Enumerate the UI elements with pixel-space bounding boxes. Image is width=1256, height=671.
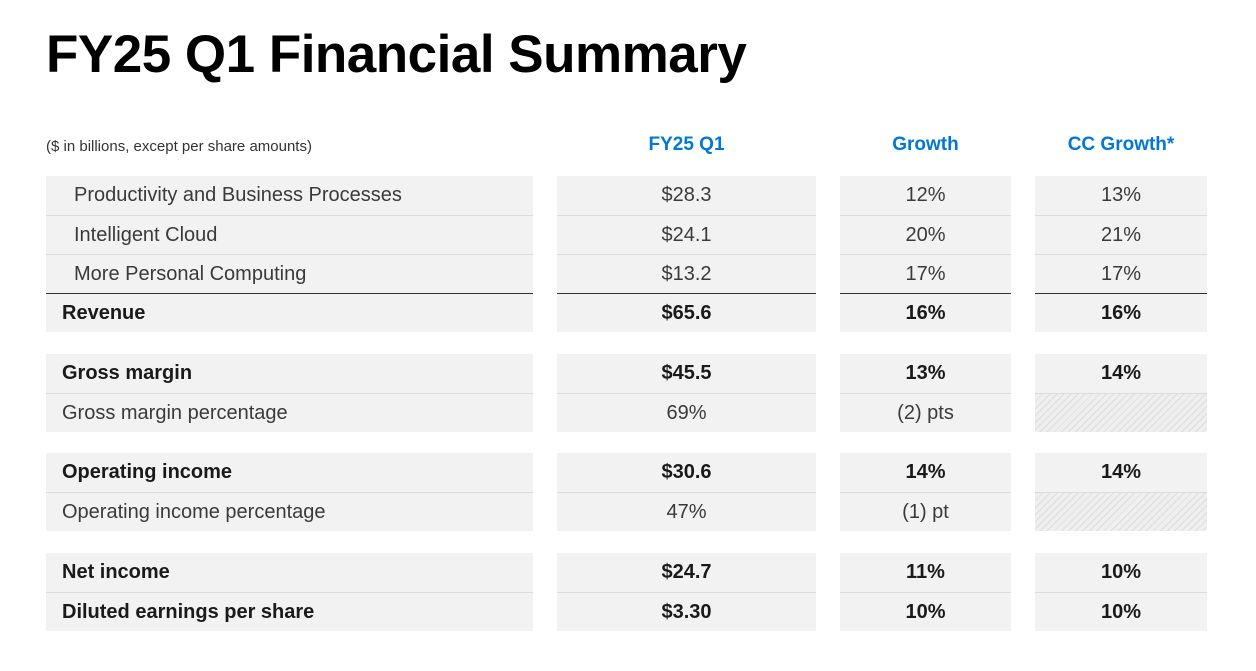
- row-cc-growth: 14%: [1035, 354, 1207, 393]
- row-growth: 16%: [840, 293, 1011, 332]
- row-value: 69%: [557, 393, 816, 432]
- table-row-operating-income: Operating income $30.6 14% 14%: [0, 453, 1256, 492]
- table-header: ($ in billions, except per share amounts…: [0, 134, 1256, 162]
- row-value: 47%: [557, 492, 816, 531]
- row-growth: 17%: [840, 254, 1011, 293]
- page-title: FY25 Q1 Financial Summary: [46, 25, 747, 84]
- column-header-fy25-q1: FY25 Q1: [648, 134, 725, 155]
- row-growth: (2) pts: [840, 393, 1011, 432]
- revenue-block: Productivity and Business Processes $28.…: [0, 176, 1256, 332]
- row-growth: (1) pt: [840, 492, 1011, 531]
- row-cc-growth: 21%: [1035, 215, 1207, 254]
- row-value: $30.6: [557, 453, 816, 492]
- row-cc-growth: 16%: [1035, 293, 1207, 332]
- not-applicable-cell: [1035, 393, 1207, 432]
- table-row-revenue: Revenue $65.6 16% 16%: [0, 293, 1256, 332]
- table-row-gross-margin: Gross margin $45.5 13% 14%: [0, 354, 1256, 393]
- row-label: Operating income: [46, 453, 533, 492]
- row-label: Productivity and Business Processes: [46, 176, 533, 215]
- row-growth: 14%: [840, 453, 1011, 492]
- row-value: $45.5: [557, 354, 816, 393]
- row-label: Gross margin: [46, 354, 533, 393]
- table-row-intelligent-cloud: Intelligent Cloud $24.1 20% 21%: [0, 215, 1256, 254]
- row-cc-growth: 10%: [1035, 592, 1207, 631]
- column-header-growth: Growth: [892, 134, 959, 155]
- row-growth: 12%: [840, 176, 1011, 215]
- row-label: More Personal Computing: [46, 254, 533, 293]
- table-row-diluted-eps: Diluted earnings per share $3.30 10% 10%: [0, 592, 1256, 631]
- units-note: ($ in billions, except per share amounts…: [46, 138, 312, 155]
- table-row-net-income: Net income $24.7 11% 10%: [0, 553, 1256, 592]
- row-cc-growth: 10%: [1035, 553, 1207, 592]
- net-income-block: Net income $24.7 11% 10% Diluted earning…: [0, 553, 1256, 631]
- operating-income-block: Operating income $30.6 14% 14% Operating…: [0, 453, 1256, 531]
- row-value: $3.30: [557, 592, 816, 631]
- gross-margin-block: Gross margin $45.5 13% 14% Gross margin …: [0, 354, 1256, 432]
- row-label: Gross margin percentage: [46, 393, 533, 432]
- row-label: Net income: [46, 553, 533, 592]
- row-growth: 13%: [840, 354, 1011, 393]
- table-row-productivity: Productivity and Business Processes $28.…: [0, 176, 1256, 215]
- row-cc-growth: 17%: [1035, 254, 1207, 293]
- not-applicable-cell: [1035, 492, 1207, 531]
- table-row-operating-income-percentage: Operating income percentage 47% (1) pt: [0, 492, 1256, 531]
- row-label: Intelligent Cloud: [46, 215, 533, 254]
- row-label: Diluted earnings per share: [46, 592, 533, 631]
- row-value: $13.2: [557, 254, 816, 293]
- row-label: Revenue: [46, 293, 533, 332]
- row-value: $28.3: [557, 176, 816, 215]
- row-cc-growth: 14%: [1035, 453, 1207, 492]
- row-label: Operating income percentage: [46, 492, 533, 531]
- row-growth: 11%: [840, 553, 1011, 592]
- table-row-more-personal-computing: More Personal Computing $13.2 17% 17%: [0, 254, 1256, 293]
- row-value: $65.6: [557, 293, 816, 332]
- row-value: $24.1: [557, 215, 816, 254]
- column-header-cc-growth: CC Growth*: [1067, 134, 1175, 155]
- table-row-gross-margin-percentage: Gross margin percentage 69% (2) pts: [0, 393, 1256, 432]
- row-value: $24.7: [557, 553, 816, 592]
- row-growth: 10%: [840, 592, 1011, 631]
- row-cc-growth: 13%: [1035, 176, 1207, 215]
- row-growth: 20%: [840, 215, 1011, 254]
